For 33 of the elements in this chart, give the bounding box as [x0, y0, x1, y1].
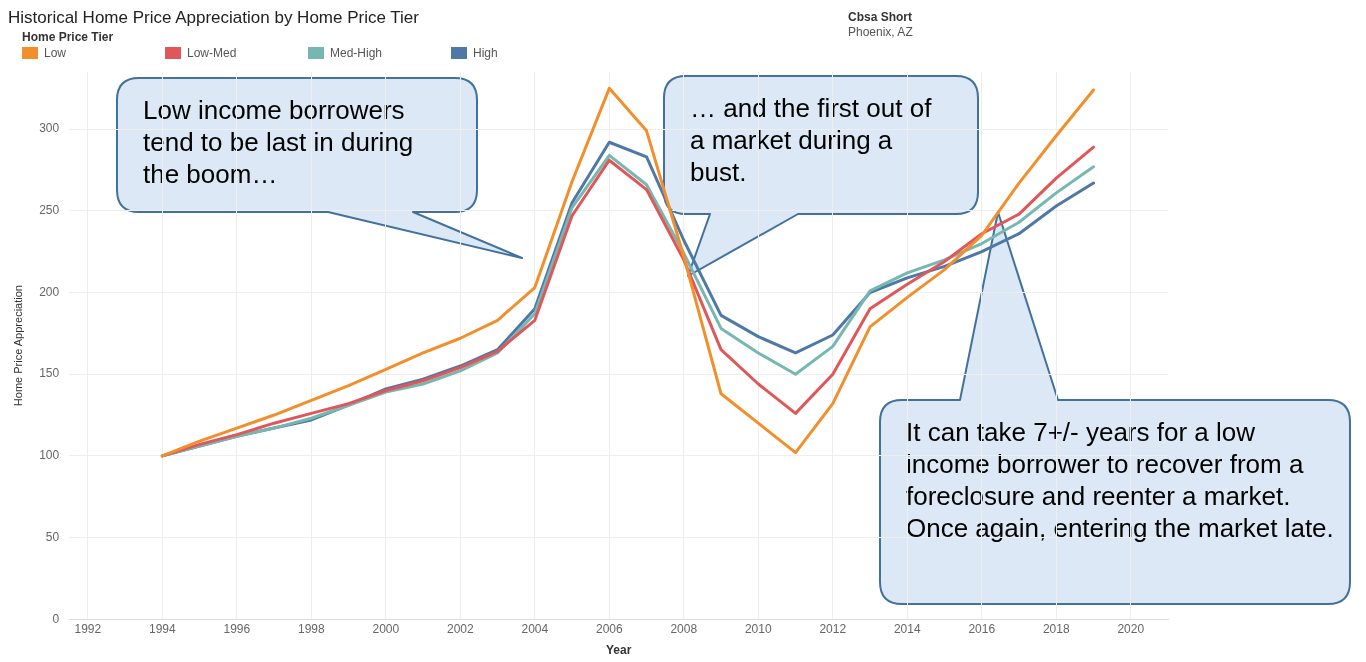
x-tick-label: 2012 — [819, 621, 847, 636]
x-tick-label: 2010 — [744, 621, 772, 636]
chart-title: Historical Home Price Appreciation by Home Price Tier — [8, 8, 419, 28]
legend-label: Low-Med — [187, 46, 237, 60]
legend-label: Low — [44, 46, 67, 60]
text: Phoenix, AZ — [848, 25, 913, 39]
legend-title: Home Price Tier — [22, 30, 115, 44]
y-tick-label: 100 — [39, 448, 60, 463]
x-tick-label: 2008 — [670, 621, 698, 636]
y-tick-label: 0 — [52, 611, 60, 626]
x-tick-label: 2004 — [521, 621, 549, 636]
x-tick-label: 2000 — [372, 621, 400, 636]
text: Cbsa Short — [848, 10, 913, 24]
x-tick-label: 1998 — [297, 621, 325, 636]
x-axis-title: Year — [605, 643, 632, 658]
x-tick-label: 2014 — [893, 621, 921, 636]
x-tick-label: 2020 — [1117, 621, 1145, 636]
x-tick-label: 1996 — [223, 621, 251, 636]
y-tick-label: 250 — [39, 203, 60, 218]
x-tick-label: 2016 — [968, 621, 996, 636]
y-tick-label: 200 — [39, 284, 60, 299]
y-tick-label: 150 — [39, 366, 60, 381]
legend-label: Med-High — [330, 46, 383, 60]
y-axis-title: Home Price Appreciation — [11, 285, 24, 407]
annotation: It can take 7+/- years for a low income borrower to recover from a foreclosure and reenter a market. Once again, entering the market late. — [906, 416, 1335, 544]
x-tick-label: 2006 — [595, 621, 623, 636]
legend-label: High — [473, 46, 498, 60]
y-tick-label: 300 — [39, 121, 60, 136]
x-tick-label: 2018 — [1042, 621, 1070, 636]
y-tick-label: 50 — [45, 529, 60, 544]
x-tick-label: 1994 — [148, 621, 177, 636]
x-tick-label: 1992 — [74, 621, 102, 636]
x-tick-label: 2002 — [446, 621, 474, 636]
